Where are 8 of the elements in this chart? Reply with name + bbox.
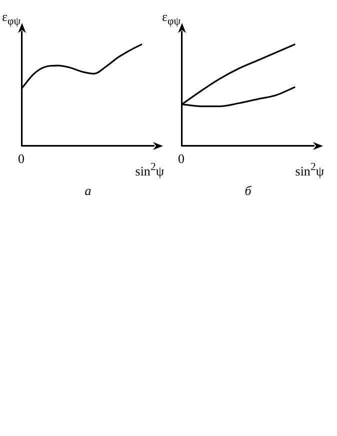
text: а — [84, 183, 92, 198]
x-axis-title: sin$^{2}$ψ — [135, 161, 164, 178]
text: 0 — [18, 151, 24, 166]
x-axis-title: sin$^{2}$ψ — [295, 161, 324, 178]
text: б — [244, 183, 252, 198]
y-axis-title: ε$_{φψ}$ — [162, 9, 180, 28]
text: 0 — [178, 151, 184, 166]
y-axis-title: ε$_{φψ}$ — [2, 9, 20, 28]
